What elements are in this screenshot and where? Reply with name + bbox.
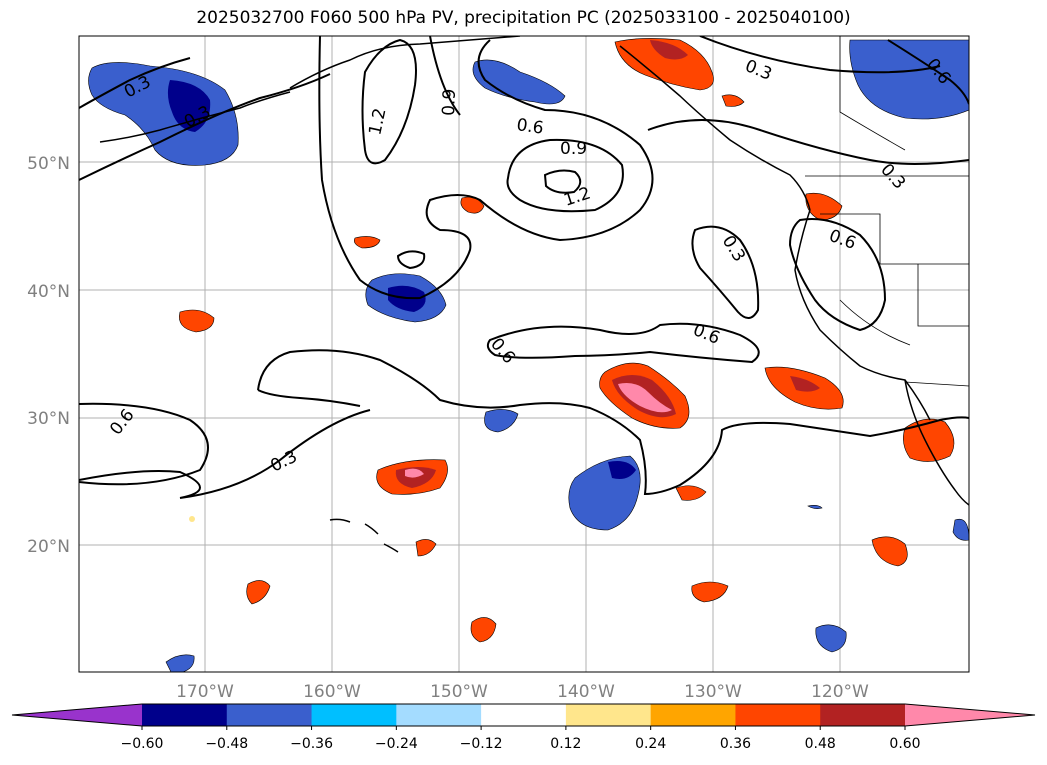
precip-blob-pos [246,580,271,605]
colorbar-segment [142,704,228,726]
lon-label: 130°W [684,682,742,702]
pv-contours [79,36,969,499]
pv-contour [318,36,654,300]
lat-label: 20°N [27,537,70,557]
precip-blob-pos [614,38,714,91]
colorbar-extension-high [905,704,1035,726]
pv-contour [699,36,941,74]
colorbar-segment [311,704,397,726]
precip-blob-neg [472,59,566,105]
pv-contour [79,402,209,486]
border-us-mexico [904,381,969,387]
precip-blob-pos [354,236,381,249]
precip-blob-neg [88,62,239,166]
pv-contour [79,409,371,499]
precip-blob-pos-core [790,376,820,392]
lon-labels: 170°W 160°W 150°W 140°W 130°W 120°W [176,682,869,702]
border-states [820,213,969,346]
precip-blob-neg [849,39,969,120]
coast-west-us [794,209,931,421]
colorbar-tick-label: 0.12 [550,736,581,752]
coast-baja [904,379,969,506]
colorbar-tick-label: −0.60 [121,736,164,752]
precip-blob-neg [807,505,823,509]
colorbar-segment [735,704,821,726]
colorbar-segment [481,704,567,726]
precip-blob-pos-peak [618,383,672,413]
pv-contour [396,250,426,270]
precip-blob-pos [179,309,215,333]
pv-contour [361,38,417,165]
precip-blob-pos [721,94,745,107]
precip-speck [189,516,195,522]
precip-blob-neg [815,624,847,653]
map-panel: 0.3 0.3 1.2 0.9 0.6 0.9 1.2 0.3 0.6 0.3 … [79,36,969,672]
lon-label: 120°W [811,682,869,702]
borders [805,36,969,387]
coast-aleutians [99,91,291,143]
map-frame [78,35,970,673]
precip-blob-pos [903,418,955,462]
contour-label: 0.9 [560,139,587,159]
lon-label: 140°W [557,682,615,702]
colorbar-tick-label: −0.12 [460,736,503,752]
colorbar-segment [396,704,482,726]
precip-blob-pos [805,192,843,221]
colorbar [11,703,1036,727]
coastlines [99,36,969,553]
precip-blob-neg [165,654,195,672]
precip-blob-pos [675,485,707,501]
colorbar-tick-label: −0.24 [375,736,418,752]
precip-blob-neg [484,409,519,433]
colorbar-tick-label: −0.36 [290,736,333,752]
coast-alaska [289,36,521,89]
pv-contour [257,389,361,407]
precip-blob-pos-core [650,40,688,60]
colorbar-tick-label: 0.60 [889,736,920,752]
pv-contour [429,36,461,116]
pv-contour [647,119,969,165]
contour-label: 0.9 [439,88,460,116]
colorbar-tick-label: 0.24 [635,736,666,752]
precip-blob-pos [470,617,497,643]
lon-label: 160°W [303,682,361,702]
pv-contour [506,138,624,213]
contour-label: 0.6 [515,115,545,139]
gridlines [79,36,969,672]
pv-contour [543,169,582,194]
pv-contour [887,39,969,105]
lon-label: 170°W [176,682,234,702]
precip-blob-neg-core [608,461,636,479]
colorbar-segment [820,704,906,726]
colorbar-segment [565,704,652,726]
coast-panhandle [619,45,811,211]
map-title: 2025032700 F060 500 hPa PV, precipitatio… [196,8,851,28]
colorbar-segment [650,704,736,726]
precip-blob-pos [871,536,908,567]
colorbar-tick-label: 0.36 [720,736,751,752]
precipitation-shading [88,38,969,672]
colorbar-tick-label: −0.48 [205,736,248,752]
lat-labels: 50°N 40°N 30°N 20°N [27,154,70,557]
precip-blob-pos [415,539,437,557]
coast-hawaii [329,518,399,553]
pv-contour [79,73,331,181]
precip-blob-pos-peak [405,468,424,478]
pv-contour [79,57,191,109]
colorbar-extension-low [12,704,142,726]
border-alaska-canada [839,36,906,151]
lat-label: 30°N [27,409,70,429]
colorbar-tick-label: 0.48 [805,736,836,752]
pv-contour [486,322,760,364]
lon-label: 150°W [430,682,488,702]
pv-contour [257,349,969,496]
lat-label: 40°N [27,282,70,302]
colorbar-ticks: −0.60 −0.48 −0.36 −0.24 −0.12 0.12 0.24 0.36 0.4… [121,726,921,752]
lat-label: 50°N [27,154,70,174]
pv-contour [788,218,887,332]
colorbar-segment [226,704,313,726]
precip-blob-pos [691,581,729,603]
pv-contour [691,225,760,319]
